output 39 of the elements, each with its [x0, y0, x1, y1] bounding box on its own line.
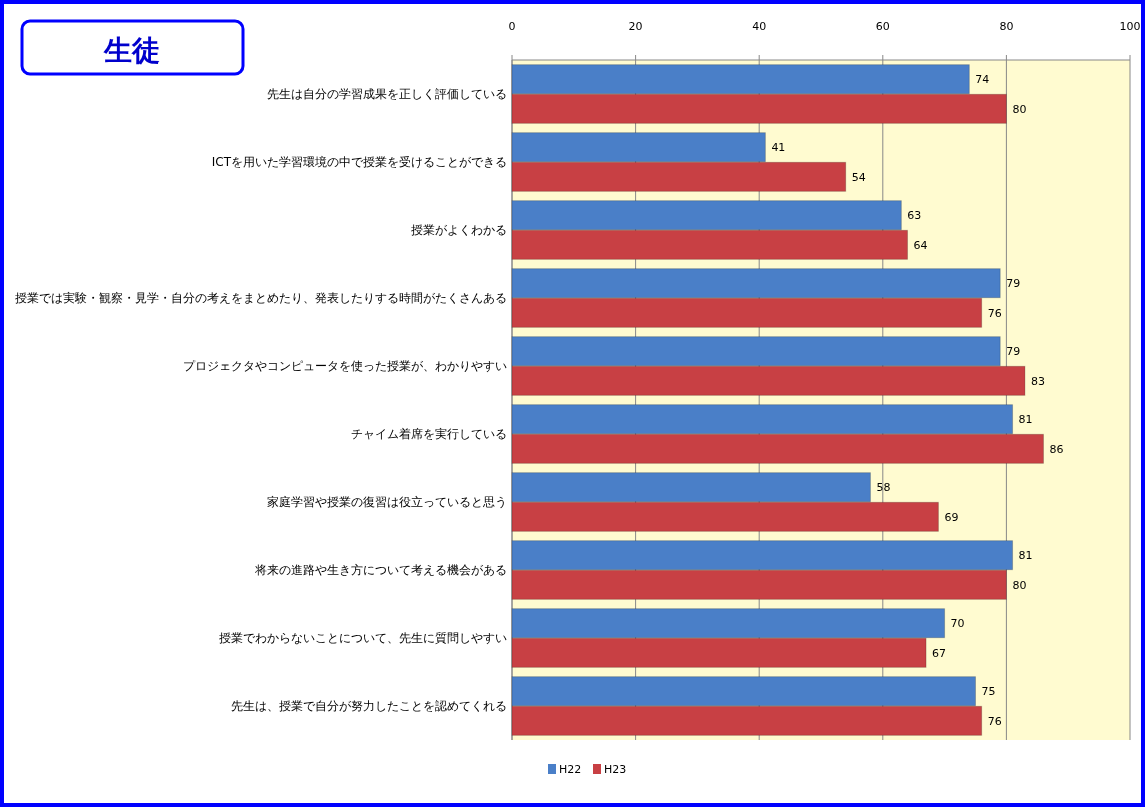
data-label: 74	[975, 73, 990, 87]
data-label: 76	[987, 306, 1002, 320]
data-label: 63	[907, 209, 922, 223]
data-label: 70	[950, 617, 965, 631]
y-tick-label: 先生は自分の学習成果を正しく評価している	[267, 87, 507, 101]
data-label: 79	[1006, 277, 1021, 291]
data-label: 75	[981, 685, 996, 699]
y-tick-label: 授業がよくわかる	[411, 223, 507, 237]
data-label: 81	[1018, 549, 1033, 563]
y-tick-label: 先生は、授業で自分が努力したことを認めてくれる	[231, 699, 507, 713]
y-tick-label: 家庭学習や授業の復習は役立っていると思う	[267, 495, 507, 509]
y-tick-label: チャイム着席を実行している	[351, 427, 507, 441]
y-tick-label: ICTを用いた学習環境の中で授業を受けることができる	[211, 155, 507, 169]
x-tick-label: 100	[1119, 20, 1141, 33]
x-tick-label: 80	[999, 20, 1014, 33]
legend-label: H23	[604, 763, 627, 776]
data-label: 86	[1049, 442, 1064, 456]
y-tick-label: 将来の進路や生き方について考える機会がある	[254, 563, 507, 577]
data-label: 67	[932, 646, 947, 660]
data-label: 58	[876, 481, 891, 495]
y-tick-label: プロジェクタやコンピュータを使った授業が、わかりやすい	[183, 359, 507, 373]
data-label: 41	[771, 141, 786, 155]
data-label: 64	[913, 238, 928, 252]
y-tick-label: 授業では実験・観察・見学・自分の考えをまとめたり、発表したりする時間がたくさんある	[15, 291, 507, 305]
x-tick-label: 20	[628, 20, 643, 33]
x-tick-label: 40	[752, 20, 767, 33]
x-tick-label: 60	[875, 20, 890, 33]
data-label: 83	[1030, 374, 1045, 388]
legend-label: H22	[559, 763, 582, 776]
data-label: 80	[1012, 578, 1027, 592]
data-label: 80	[1012, 102, 1027, 116]
data-label: 81	[1018, 413, 1033, 427]
data-label: 76	[987, 714, 1002, 728]
x-tick-label: 0	[508, 20, 516, 33]
data-label: 79	[1006, 345, 1021, 359]
text: 生徒	[103, 34, 160, 67]
y-tick-label: 授業でわからないことについて、先生に質問しやすい	[219, 631, 507, 645]
data-label: 69	[944, 510, 959, 524]
data-label: 54	[851, 170, 866, 184]
